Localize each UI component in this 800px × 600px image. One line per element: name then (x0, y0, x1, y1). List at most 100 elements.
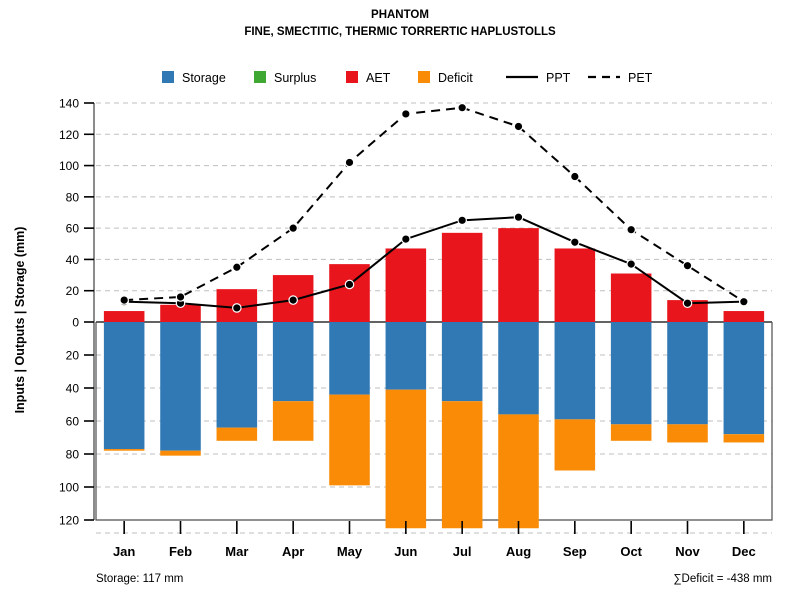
legend-item-ppt[interactable]: PPT (506, 71, 571, 85)
line-series-group (119, 102, 749, 313)
x-axis-label-mar: Mar (225, 544, 248, 559)
data-point-ppt (682, 298, 693, 309)
legend-label-deficit: Deficit (438, 71, 473, 85)
bar-segment-aet (385, 248, 427, 322)
data-point-pet (682, 260, 693, 271)
x-axis-label-dec: Dec (732, 544, 756, 559)
y-tick-label-lower: 120 (59, 514, 79, 528)
bar-segment-aet (554, 248, 596, 322)
x-axis-label-apr: Apr (282, 544, 304, 559)
bar-segment-storage (272, 322, 314, 402)
legend-item-pet[interactable]: PET (588, 71, 653, 85)
chart-legend: Storage Surplus AET Deficit PPT PET (162, 71, 653, 85)
data-point-pet (119, 295, 129, 305)
y-tick-label-zero: 0 (72, 316, 79, 330)
data-point-pet (401, 109, 411, 119)
bar-segment-aet (160, 304, 201, 322)
bar-segment-storage (667, 322, 708, 425)
bar-segment-deficit (385, 389, 427, 529)
legend-label-storage: Storage (182, 71, 226, 85)
line-series-ppt (124, 216, 744, 309)
data-point-pet (739, 296, 749, 307)
bar-segment-deficit (441, 401, 483, 529)
bar-segment-storage (329, 322, 370, 395)
x-axis-label-feb: Feb (169, 544, 192, 559)
legend-swatch-icon (418, 71, 430, 83)
data-point-pet (288, 223, 298, 233)
bar-segment-storage (103, 322, 145, 450)
bar-segment-storage (216, 322, 258, 428)
legend-swatch-icon (162, 71, 174, 83)
bar-segment-deficit (723, 434, 765, 443)
y-tick-label-lower: 20 (66, 349, 80, 363)
data-point-pet (513, 121, 524, 132)
axis-ticks (84, 102, 773, 521)
legend-item-surplus[interactable]: Surplus (254, 71, 316, 85)
bar-segment-storage (441, 322, 483, 402)
bar-segment-aet (667, 300, 708, 322)
x-axis-label-nov: Nov (675, 544, 700, 559)
bar-segment-deficit (610, 424, 652, 441)
y-tick-label-upper: 40 (66, 253, 80, 267)
bar-segment-deficit (554, 419, 596, 471)
y-tick-label-lower: 60 (66, 415, 80, 429)
bar-segment-deficit (329, 394, 370, 486)
data-point-ppt (401, 234, 411, 244)
data-point-ppt (457, 215, 467, 226)
bar-segment-storage (610, 322, 652, 425)
bar-segment-deficit (667, 424, 708, 443)
bar-segment-storage (554, 322, 596, 420)
bar-segment-aet (723, 311, 765, 322)
data-point-ppt (232, 303, 242, 313)
y-tick-label-lower: 100 (59, 481, 79, 495)
y-tick-label-upper: 60 (66, 222, 80, 236)
gridlines (96, 102, 772, 534)
bar-segment-storage (385, 322, 427, 390)
y-tick-label-upper: 20 (66, 284, 80, 298)
legend-label-pet: PET (628, 71, 653, 85)
x-axis-month-labels: Jan Feb Mar Apr May Jun Jul Aug Sep Oct Nov Dec (113, 521, 756, 559)
bar-segment-aet (610, 273, 652, 322)
data-point-ppt (626, 259, 636, 269)
legend-item-deficit[interactable]: Deficit (418, 71, 473, 85)
y-axis-title: Inputs | Outputs | Storage (mm) (13, 227, 27, 414)
bar-segment-aet (441, 232, 483, 322)
data-point-pet (626, 224, 636, 235)
legend-item-aet[interactable]: AET (346, 71, 391, 85)
data-point-ppt (344, 279, 355, 290)
y-tick-label-upper: 100 (59, 159, 79, 173)
lower-plot-frame (95, 322, 773, 521)
bar-segment-deficit (272, 401, 314, 441)
y-tick-label-lower: 40 (66, 382, 80, 396)
chart-subtitle: FINE, SMECTITIC, THERMIC TORRERTIC HAPLU… (244, 26, 556, 38)
data-point-pet (344, 157, 355, 168)
data-point-pet (232, 262, 242, 273)
y-tick-label-upper: 80 (66, 190, 80, 204)
legend-label-aet: AET (366, 71, 391, 85)
legend-item-storage[interactable]: Storage (162, 71, 226, 85)
y-tick-label-lower: 80 (66, 448, 80, 462)
bar-segment-storage (498, 322, 539, 415)
axis-tick-labels: 20 40 60 80 100 120 140 0 20 40 60 80 100 120 (59, 97, 79, 528)
x-axis-label-jan: Jan (113, 544, 135, 559)
bar-segment-storage (723, 322, 765, 435)
data-point-pet (457, 102, 467, 113)
bar-segment-aet (103, 311, 145, 322)
data-point-pet (570, 171, 580, 182)
line-series-pet (124, 106, 745, 303)
chart-title: PHANTOM (371, 9, 429, 21)
x-axis-label-jun: Jun (394, 544, 417, 559)
x-axis-label-may: May (337, 544, 363, 559)
legend-swatch-icon (346, 71, 358, 83)
y-tick-label-upper: 140 (59, 97, 79, 111)
data-point-ppt (513, 212, 524, 222)
bar-series-group (103, 228, 765, 529)
deficit-summary-label: ∑Deficit = -438 mm (673, 573, 772, 585)
legend-swatch-icon (254, 71, 266, 83)
x-axis-label-aug: Aug (506, 544, 531, 559)
bar-segment-deficit (498, 414, 539, 529)
x-axis-label-oct: Oct (620, 544, 642, 559)
x-axis-label-jul: Jul (453, 544, 472, 559)
